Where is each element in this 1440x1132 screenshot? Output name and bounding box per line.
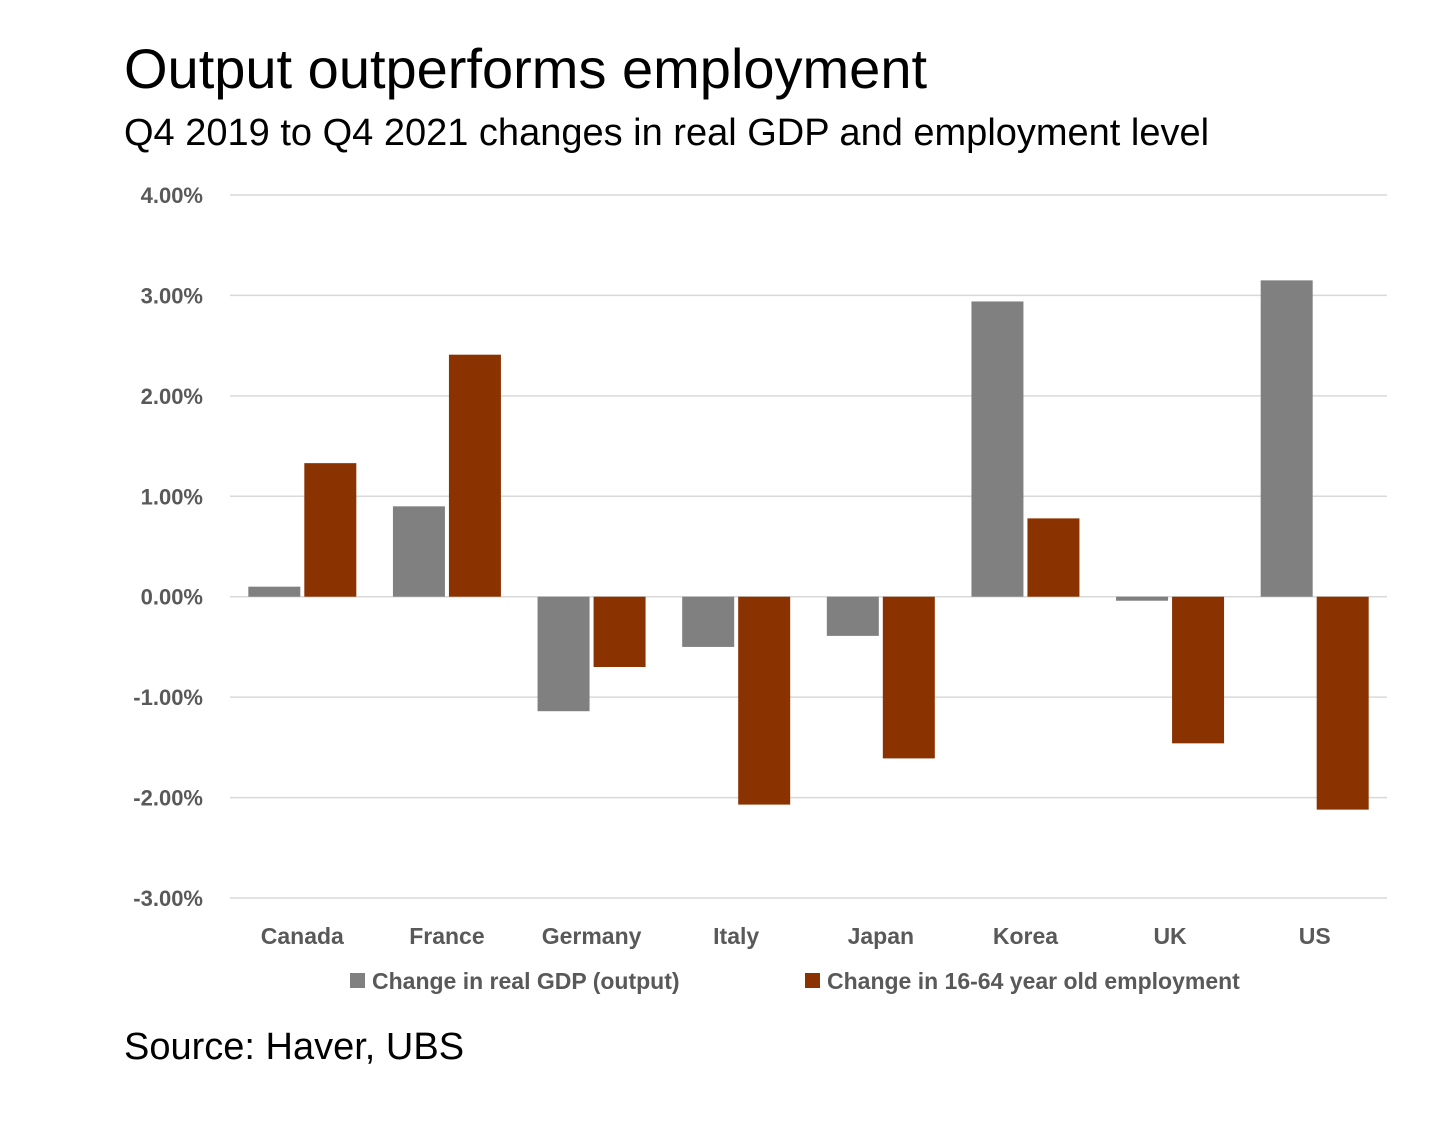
category-label: UK — [1153, 923, 1187, 949]
category-label: US — [1299, 923, 1331, 949]
category-label: Korea — [993, 923, 1058, 949]
source-note: Source: Haver, UBS — [124, 1026, 465, 1068]
bar-employment-korea — [1027, 518, 1080, 597]
y-tick-label: -2.00% — [133, 786, 203, 811]
category-label: Germany — [542, 923, 642, 949]
y-tick-label: -3.00% — [133, 886, 203, 911]
y-tick-label: 1.00% — [141, 484, 203, 509]
bar-gdp-us — [1260, 280, 1313, 597]
bar-employment-france — [448, 354, 501, 597]
legend: Change in real GDP (output) Change in 16-… — [350, 968, 1240, 994]
y-tick-label: -1.00% — [133, 685, 203, 710]
bar-gdp-uk — [1116, 596, 1169, 601]
bar-gdp-japan — [826, 596, 879, 636]
x-axis-categories: Canada France Germany Italy Japan Korea UK US — [261, 923, 1331, 949]
bar-gdp-italy — [682, 596, 735, 647]
bar-employment-canada — [304, 463, 357, 597]
bars — [248, 280, 1369, 810]
legend-swatch — [350, 973, 365, 988]
bar-gdp-germany — [537, 596, 590, 712]
y-tick-label: 2.00% — [141, 384, 203, 409]
chart-title: Output outperforms employment — [124, 37, 928, 100]
bar-gdp-korea — [971, 301, 1024, 597]
legend-label: Change in real GDP (output) — [372, 968, 680, 994]
y-tick-label: 4.00% — [141, 183, 203, 208]
bar-employment-us — [1316, 596, 1369, 810]
category-label: France — [409, 923, 484, 949]
y-axis-ticks: 4.00% 3.00% 2.00% 1.00% 0.00% -1.00% -2.00% -3.… — [133, 183, 203, 911]
bar-employment-uk — [1172, 596, 1225, 744]
bar-gdp-france — [392, 506, 445, 597]
category-label: Canada — [261, 923, 344, 949]
y-tick-label: 0.00% — [141, 585, 203, 610]
legend-label: Change in 16-64 year old employment — [827, 968, 1240, 994]
category-label: Japan — [848, 923, 914, 949]
legend-swatch — [805, 973, 820, 988]
bar-gdp-canada — [248, 586, 301, 597]
chart-subtitle: Q4 2019 to Q4 2021 changes in real GDP a… — [124, 112, 1210, 154]
bar-employment-germany — [593, 596, 646, 668]
bar-employment-italy — [738, 596, 791, 805]
y-tick-label: 3.00% — [141, 283, 203, 308]
category-label: Italy — [713, 923, 759, 949]
bar-employment-japan — [882, 596, 935, 759]
